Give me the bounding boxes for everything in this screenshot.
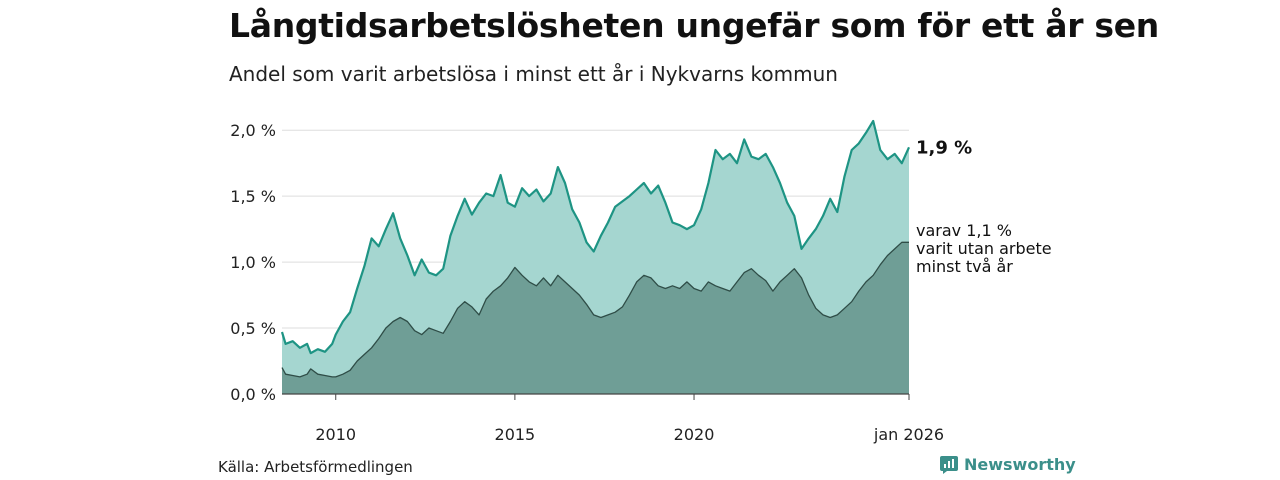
- series-2-end-label-line: varav 1,1 %: [916, 221, 1012, 240]
- x-tick-label: jan 2026: [873, 425, 944, 444]
- series-area-2: [282, 242, 909, 394]
- chart-subtitle: Andel som varit arbetslösa i minst ett å…: [229, 62, 838, 86]
- chart-title: Långtidsarbetslösheten ungefär som för e…: [229, 6, 1159, 45]
- y-tick-label: 1,0 %: [230, 253, 276, 272]
- x-tick-label: 2010: [315, 425, 356, 444]
- series-2-end-label-line: varit utan arbete: [916, 239, 1052, 258]
- series-line-1: [280, 119, 911, 355]
- y-tick-label: 0,0 %: [230, 385, 276, 404]
- newsworthy-logo-icon: [940, 455, 958, 474]
- y-tick-label: 2,0 %: [230, 121, 276, 140]
- brand-name: Newsworthy: [964, 455, 1076, 474]
- series-line-2: [281, 241, 909, 378]
- source-note: Källa: Arbetsförmedlingen: [218, 458, 413, 476]
- x-tick-label: 2020: [674, 425, 715, 444]
- series-2-end-label-line: minst två år: [916, 257, 1013, 276]
- y-tick-label: 0,5 %: [230, 319, 276, 338]
- brand-logo[interactable]: Newsworthy: [940, 455, 1076, 474]
- y-tick-label: 1,5 %: [230, 187, 276, 206]
- series-1-end-label: 1,9 %: [916, 137, 972, 158]
- x-tick-label: 2015: [495, 425, 536, 444]
